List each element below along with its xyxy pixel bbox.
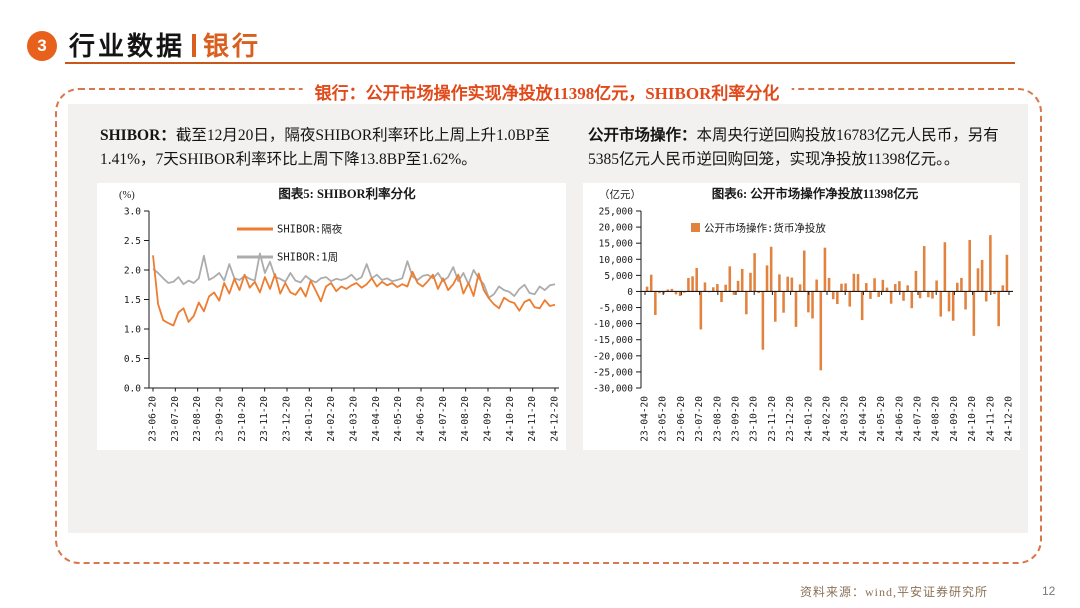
svg-text:23-11-20: 23-11-20 <box>767 396 778 442</box>
svg-text:公开市场操作:货币净投放: 公开市场操作:货币净投放 <box>704 222 826 235</box>
svg-text:24-03-20: 24-03-20 <box>840 396 851 442</box>
svg-text:24-08-20: 24-08-20 <box>460 396 471 442</box>
omo-note-label: 公开市场操作： <box>588 127 697 144</box>
svg-text:10,000: 10,000 <box>599 255 634 266</box>
svg-text:23-10-20: 23-10-20 <box>749 396 760 442</box>
svg-text:24-04-20: 24-04-20 <box>858 396 869 442</box>
svg-text:24-10-20: 24-10-20 <box>505 396 516 442</box>
svg-text:23-12-20: 23-12-20 <box>282 396 293 442</box>
shibor-line-chart-svg: 图表5: SHIBOR利率分化 (%) 3.0 2.5 2.0 1.5 1.0 0.5 0.0 2… <box>119 186 561 442</box>
svg-text:24-07-20: 24-07-20 <box>438 396 449 442</box>
svg-text:23-05-20: 23-05-20 <box>658 396 669 442</box>
svg-text:25,000: 25,000 <box>599 207 634 218</box>
header-underline <box>65 62 1015 64</box>
svg-text:0: 0 <box>627 287 633 298</box>
svg-text:24-02-20: 24-02-20 <box>326 396 337 442</box>
svg-text:15,000: 15,000 <box>599 239 634 250</box>
svg-text:23-06-20: 23-06-20 <box>676 396 687 442</box>
svg-text:24-12-20: 24-12-20 <box>550 396 561 442</box>
svg-text:SHIBOR:隔夜: SHIBOR:隔夜 <box>277 223 343 236</box>
page-number: 12 <box>1042 584 1056 598</box>
svg-text:24-09-20: 24-09-20 <box>483 396 494 442</box>
svg-text:2.5: 2.5 <box>124 236 141 247</box>
section-banner-title: 银行：公开市场操作实现净投放11398亿元，SHIBOR利率分化 <box>302 79 792 104</box>
svg-text:24-01-20: 24-01-20 <box>304 396 315 442</box>
svg-text:-20,000: -20,000 <box>593 351 633 362</box>
svg-text:23-07-20: 23-07-20 <box>170 396 181 442</box>
svg-text:（亿元）: （亿元） <box>599 188 641 201</box>
data-source-note: 资料来源：wind,平安证券研究所 <box>800 585 989 599</box>
shibor-note-text: 截至12月20日，隔夜SHIBOR利率环比上周上升1.0BP至1.41%，7天S… <box>100 127 550 169</box>
section-number-badge: 3 <box>27 31 57 61</box>
shibor-note-label: SHIBOR： <box>100 127 176 144</box>
svg-text:24-03-20: 24-03-20 <box>349 396 360 442</box>
svg-text:图表6: 公开市场操作净投放11398亿元: 图表6: 公开市场操作净投放11398亿元 <box>712 186 919 201</box>
svg-text:24-05-20: 24-05-20 <box>393 396 404 442</box>
svg-text:-15,000: -15,000 <box>593 335 633 346</box>
svg-text:20,000: 20,000 <box>599 223 634 234</box>
svg-text:23-09-20: 23-09-20 <box>215 396 226 442</box>
header-divider <box>192 34 197 57</box>
svg-text:23-08-20: 23-08-20 <box>712 396 723 442</box>
svg-text:-30,000: -30,000 <box>593 384 633 395</box>
svg-text:24-04-20: 24-04-20 <box>371 396 382 442</box>
svg-text:0.5: 0.5 <box>124 354 141 365</box>
svg-text:24-02-20: 24-02-20 <box>822 396 833 442</box>
svg-text:24-11-20: 24-11-20 <box>985 396 996 442</box>
svg-text:24-06-20: 24-06-20 <box>416 396 427 442</box>
omo-bar-chart-svg: 图表6: 公开市场操作净投放11398亿元 （亿元） 25,000 20,000 15,… <box>593 186 1015 442</box>
svg-text:24-05-20: 24-05-20 <box>876 396 887 442</box>
shibor-note: SHIBOR：截至12月20日，隔夜SHIBOR利率环比上周上升1.0BP至1.… <box>100 124 565 172</box>
svg-text:23-11-20: 23-11-20 <box>259 396 270 442</box>
svg-text:-5,000: -5,000 <box>599 303 634 314</box>
svg-text:2.0: 2.0 <box>124 266 141 277</box>
svg-text:1.5: 1.5 <box>124 295 141 306</box>
header-title: 行业数据 <box>69 32 186 61</box>
svg-text:SHIBOR:1周: SHIBOR:1周 <box>277 252 338 264</box>
svg-text:24-08-20: 24-08-20 <box>931 396 942 442</box>
svg-text:1.0: 1.0 <box>124 325 141 336</box>
page-header: 行业数据 银行 <box>69 26 261 63</box>
svg-text:23-09-20: 23-09-20 <box>731 396 742 442</box>
shibor-line-chart: 图表5: SHIBOR利率分化 (%) 3.0 2.5 2.0 1.5 1.0 0.5 0.0 2… <box>97 183 566 450</box>
svg-text:0.0: 0.0 <box>124 384 141 395</box>
omo-note-text: 本周央行逆回购投放16783亿元人民币，另有5385亿元人民币逆回购回笼，实现净… <box>588 127 999 169</box>
svg-text:24-01-20: 24-01-20 <box>803 396 814 442</box>
svg-text:5,000: 5,000 <box>604 271 633 282</box>
svg-text:24-10-20: 24-10-20 <box>967 396 978 442</box>
header-subtitle: 银行 <box>203 32 262 61</box>
svg-text:24-06-20: 24-06-20 <box>894 396 905 442</box>
svg-text:图表5: SHIBOR利率分化: 图表5: SHIBOR利率分化 <box>278 186 416 201</box>
omo-note: 公开市场操作：本周央行逆回购投放16783亿元人民币，另有5385亿元人民币逆回… <box>588 124 1002 172</box>
svg-text:23-06-20: 23-06-20 <box>148 396 159 442</box>
svg-text:24-11-20: 24-11-20 <box>527 396 538 442</box>
svg-text:23-07-20: 23-07-20 <box>694 396 705 442</box>
svg-text:24-12-20: 24-12-20 <box>1004 396 1015 442</box>
svg-text:23-12-20: 23-12-20 <box>785 396 796 442</box>
svg-text:-25,000: -25,000 <box>593 367 633 378</box>
svg-text:3.0: 3.0 <box>124 207 141 218</box>
svg-text:23-10-20: 23-10-20 <box>237 396 248 442</box>
svg-text:24-07-20: 24-07-20 <box>913 396 924 442</box>
svg-text:23-04-20: 23-04-20 <box>640 396 651 442</box>
svg-text:(%): (%) <box>119 190 135 201</box>
omo-bar-chart: 图表6: 公开市场操作净投放11398亿元 （亿元） 25,000 20,000 15,… <box>583 183 1020 450</box>
svg-text:24-09-20: 24-09-20 <box>949 396 960 442</box>
svg-text:-10,000: -10,000 <box>593 319 633 330</box>
svg-text:23-08-20: 23-08-20 <box>192 396 203 442</box>
